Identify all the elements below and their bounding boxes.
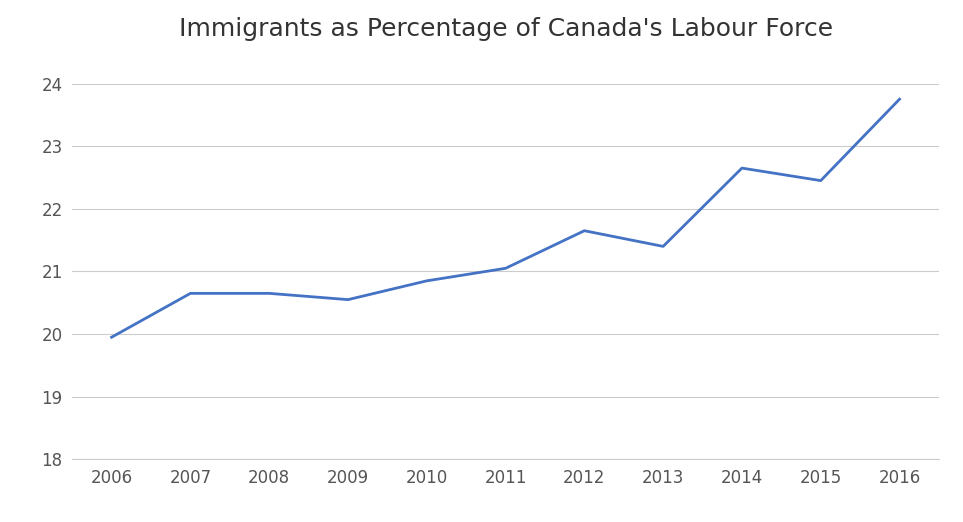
Title: Immigrants as Percentage of Canada's Labour Force: Immigrants as Percentage of Canada's Lab… xyxy=(178,17,833,41)
